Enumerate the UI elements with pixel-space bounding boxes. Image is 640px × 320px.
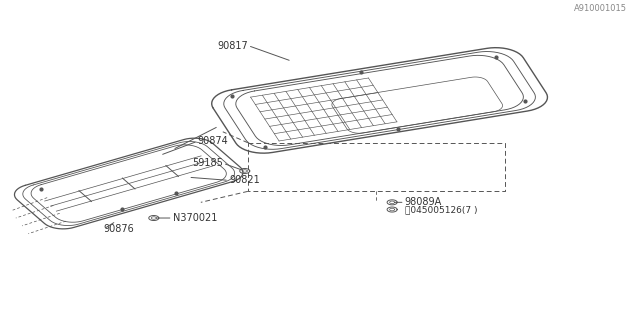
Text: Ⓢ045005126(7 ): Ⓢ045005126(7 )	[404, 206, 477, 215]
Text: A910001015: A910001015	[574, 4, 627, 12]
Text: N370021: N370021	[173, 213, 217, 223]
Text: 90874: 90874	[198, 136, 228, 146]
Text: 90821: 90821	[229, 175, 260, 185]
Text: 90876: 90876	[104, 224, 134, 234]
Text: 59185: 59185	[192, 158, 223, 168]
Text: 90817: 90817	[217, 41, 248, 51]
Text: 98089A: 98089A	[404, 197, 442, 207]
